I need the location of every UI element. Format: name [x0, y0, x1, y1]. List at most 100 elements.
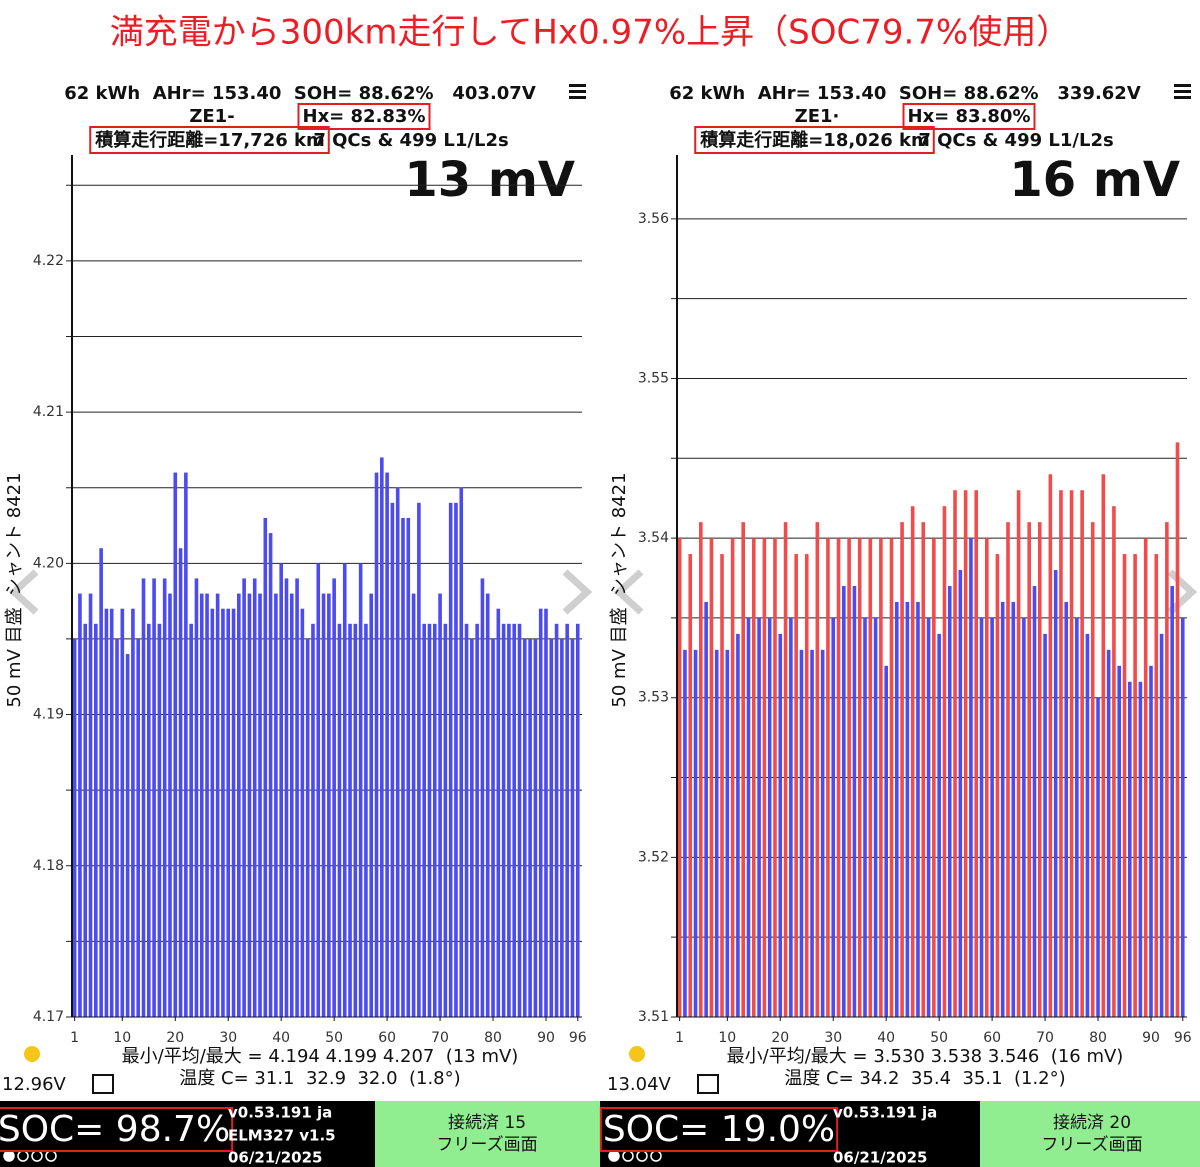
date: 06/21/2025	[833, 1149, 927, 1167]
x-tick-label: 80	[484, 1030, 502, 1046]
temperature: 温度 C= 34.2 35.4 35.1 (1.2°)	[784, 1068, 1065, 1089]
bar	[1154, 554, 1159, 1017]
charges: 7 QCs & 499 L1/L2s	[313, 130, 508, 151]
stats: 最小/平均/最大 = 4.194 4.199 4.207 (13 mV)	[122, 1046, 519, 1067]
y-tick-label: 3.54	[638, 530, 669, 546]
bar	[406, 517, 411, 1017]
calendar-icon	[697, 1074, 719, 1094]
odometer: 積算走行距離=17,726 km	[94, 129, 325, 151]
bar	[210, 608, 215, 1017]
bar	[300, 608, 305, 1017]
bar	[448, 502, 453, 1017]
bar	[507, 623, 511, 1017]
y-tick-label: 3.55	[638, 370, 669, 386]
bar	[826, 538, 830, 1017]
bar	[141, 578, 146, 1017]
bar	[953, 490, 957, 1017]
x-tick-label: 40	[272, 1030, 290, 1046]
bar	[1000, 601, 1005, 1017]
freeze: フリーズ画面	[1041, 1135, 1142, 1155]
bar	[730, 538, 735, 1017]
bar	[99, 548, 103, 1017]
bar	[1006, 522, 1010, 1017]
bar	[757, 617, 761, 1017]
freeze-button	[375, 1101, 600, 1167]
bar	[385, 472, 389, 1017]
status: 接続済 20	[1053, 1113, 1131, 1133]
bar	[852, 586, 857, 1017]
bar	[910, 506, 915, 1017]
x-tick-label: 90	[1142, 1030, 1160, 1046]
bar	[963, 490, 968, 1017]
bar	[932, 538, 936, 1017]
bar	[879, 538, 883, 1017]
bar	[83, 623, 88, 1017]
y-axis-label: 50 mV 目盛 シャント 8421	[609, 472, 630, 707]
menu-icon	[569, 84, 586, 87]
menu-icon	[569, 96, 586, 99]
bar	[274, 593, 278, 1017]
bar	[432, 623, 437, 1017]
highlight-box	[0, 1107, 234, 1152]
bar	[242, 578, 246, 1017]
bar	[459, 487, 464, 1017]
x-tick-label: 80	[1089, 1030, 1107, 1046]
bar	[115, 638, 119, 1017]
bar	[575, 623, 580, 1017]
bar	[252, 578, 257, 1017]
bar	[475, 623, 479, 1017]
x-tick-label: 20	[166, 1030, 184, 1046]
bar	[799, 649, 804, 1017]
bar	[173, 472, 178, 1017]
highlight-box	[694, 126, 935, 154]
bar	[1075, 617, 1079, 1017]
hx: Hx= 82.83%	[303, 106, 426, 127]
highlight-box	[297, 103, 431, 130]
status-bar	[600, 1101, 980, 1167]
indicator-dot	[608, 1150, 620, 1162]
bar	[332, 578, 336, 1017]
bar	[321, 593, 326, 1017]
bar	[714, 649, 719, 1017]
y-tick-label: 4.21	[33, 404, 64, 420]
y-tick-label: 3.56	[638, 211, 669, 227]
x-tick-label: 70	[1036, 1030, 1054, 1046]
x-tick-label: 90	[537, 1030, 555, 1046]
bar	[1128, 681, 1132, 1017]
bar	[422, 623, 426, 1017]
bar	[1138, 681, 1143, 1017]
menu-icon	[1174, 96, 1191, 99]
bar	[699, 522, 703, 1017]
bar	[979, 617, 984, 1017]
bar	[1106, 649, 1111, 1017]
bar	[528, 638, 532, 1017]
y-tick-label: 4.17	[33, 1009, 64, 1025]
bar	[1048, 474, 1053, 1017]
bar	[549, 638, 554, 1017]
bar	[1037, 522, 1042, 1017]
bar	[501, 623, 506, 1017]
hx: Hx= 83.80%	[908, 106, 1031, 127]
version: v0.53.191 ja	[228, 1104, 332, 1122]
bar	[704, 601, 708, 1017]
bar	[1059, 490, 1063, 1017]
bar	[873, 617, 878, 1017]
bar	[554, 623, 559, 1017]
bar	[454, 502, 458, 1017]
version: v0.53.191 ja	[833, 1104, 937, 1122]
bar	[295, 578, 299, 1017]
bar	[125, 654, 130, 1017]
bar	[1027, 522, 1031, 1017]
bar	[905, 601, 910, 1017]
bar	[104, 608, 109, 1017]
bar	[831, 617, 836, 1017]
bar	[284, 578, 289, 1017]
model: ZE1·	[795, 106, 840, 127]
y-tick-label: 3.52	[638, 849, 669, 865]
bar	[820, 649, 825, 1017]
bar	[1069, 490, 1074, 1017]
bar	[162, 578, 167, 1017]
bar	[417, 502, 421, 1017]
adapter: ELM327 v1.5	[228, 1127, 336, 1145]
bar	[464, 623, 469, 1017]
